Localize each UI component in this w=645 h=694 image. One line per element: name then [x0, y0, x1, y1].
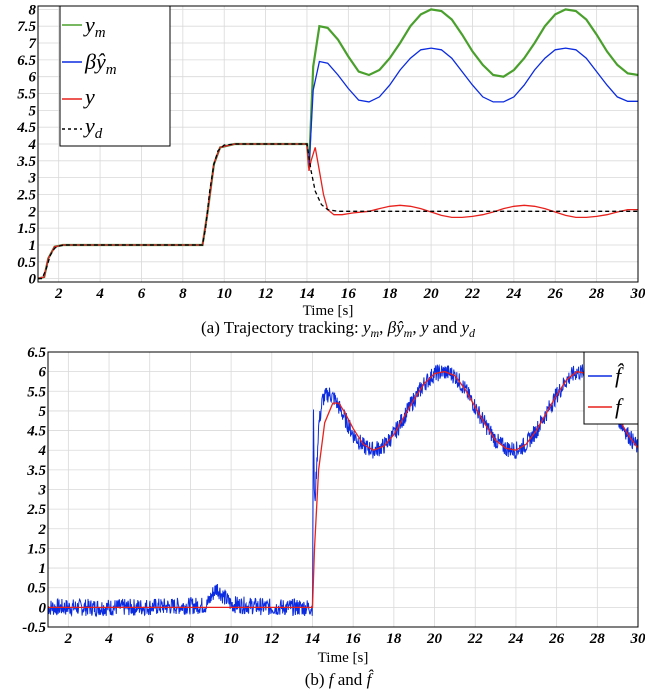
y-tick-label: 2.5: [16, 187, 36, 203]
chart-b: 2 4 6 8 10 12 14 16 18 20 22 24 26 28 30-0.500.511.522…: [22, 345, 645, 689]
x-tick-label: 28: [589, 631, 606, 647]
x-tick-label: 6: [138, 286, 146, 302]
y-tick-label: 5: [39, 404, 47, 420]
x-tick-label: 14: [299, 286, 315, 302]
y-tick-label: 1.5: [17, 221, 36, 237]
legend-f-label: f: [615, 394, 624, 419]
y-tick-label: 6: [29, 70, 37, 86]
x-tick-label: 2: [54, 286, 63, 302]
y-tick-label: 8: [29, 2, 37, 18]
y-tick-label: 2: [28, 204, 37, 220]
x-tick-label: 12: [258, 286, 274, 302]
chart-a-caption: (a) Trajectory tracking: ym, βŷm, y and …: [201, 318, 476, 340]
x-tick-label: 28: [588, 286, 605, 302]
x-tick-label: 8: [187, 631, 195, 647]
legend-y-label: y: [83, 84, 95, 109]
chart-a-series: [38, 8, 638, 280]
chart-b-frame: [47, 351, 639, 628]
y-tick-label: 1: [29, 238, 37, 254]
x-tick-label: 22: [464, 286, 481, 302]
x-tick-label: 26: [548, 631, 565, 647]
x-tick-label: 4: [104, 631, 113, 647]
x-tick-label: 16: [341, 286, 357, 302]
y-tick-label: 3.5: [16, 154, 36, 170]
y-tick-label: 2.5: [26, 502, 46, 518]
y-tick-label: 4.5: [26, 424, 46, 440]
y-tick-label: -0.5: [22, 620, 46, 636]
series-line-b-1: [48, 370, 638, 609]
series-line-a-3: [38, 143, 638, 280]
y-tick-label: 4.5: [16, 120, 36, 136]
chart-b-ticks: 2 4 6 8 10 12 14 16 18 20 22 24 26 28 30-0.500.511.522…: [22, 345, 645, 647]
legend-fhat-label: f̂: [615, 363, 625, 388]
y-tick-label: 0.5: [27, 581, 46, 597]
y-tick-label: 5.5: [27, 384, 46, 400]
chart-b-caption: (b) f and f̂: [305, 669, 375, 689]
y-tick-label: 5.5: [17, 87, 36, 103]
x-tick-label: 16: [346, 631, 362, 647]
chart-b-legend: f̂ f: [583, 351, 639, 425]
y-tick-label: 6.5: [17, 53, 36, 69]
y-tick-label: 5: [29, 103, 37, 119]
x-tick-label: 22: [467, 631, 484, 647]
y-tick-label: 1.5: [27, 541, 46, 557]
y-tick-label: 2: [38, 522, 47, 538]
x-tick-label: 6: [146, 631, 154, 647]
y-tick-label: 4: [38, 443, 47, 459]
x-tick-label: 2: [64, 631, 73, 647]
chart-a-xlabel: Time [s]: [303, 303, 354, 319]
y-tick-label: 6.5: [27, 345, 46, 361]
x-tick-label: 4: [95, 286, 104, 302]
y-tick-label: 0: [39, 600, 47, 616]
chart-b-series: [48, 363, 638, 618]
x-tick-label: 18: [382, 286, 398, 302]
y-tick-label: 3: [28, 171, 37, 187]
x-tick-label: 18: [386, 631, 402, 647]
chart-a: 2 4 6 8 10 12 14 16 18 20 22 24 26 28 3000.511.522.533…: [16, 2, 645, 340]
x-tick-label: 8: [179, 286, 187, 302]
y-tick-label: 4: [28, 137, 37, 153]
x-tick-label: 10: [217, 286, 233, 302]
chart-a-legend: ym βŷm y yd: [59, 5, 171, 147]
x-tick-label: 20: [423, 286, 440, 302]
y-tick-label: 0.5: [17, 255, 36, 271]
y-tick-label: 1: [39, 561, 47, 577]
y-tick-label: 0: [29, 272, 37, 288]
y-tick-label: 7.5: [17, 19, 36, 35]
x-tick-label: 30: [630, 631, 645, 647]
x-tick-label: 14: [305, 631, 321, 647]
series-line-b-0: [48, 363, 638, 618]
x-tick-label: 26: [547, 286, 564, 302]
x-tick-label: 12: [264, 631, 280, 647]
chart-a-ticks: 2 4 6 8 10 12 14 16 18 20 22 24 26 28 3000.511.522.533…: [16, 2, 645, 302]
y-tick-label: 7: [29, 36, 37, 52]
chart-a-frame: [37, 5, 639, 283]
x-tick-label: 24: [505, 286, 522, 302]
chart-b-xlabel: Time [s]: [318, 650, 369, 666]
x-tick-label: 10: [224, 631, 240, 647]
x-tick-label: 20: [426, 631, 443, 647]
y-tick-label: 3.5: [26, 463, 46, 479]
y-tick-label: 6: [39, 365, 47, 381]
x-tick-label: 24: [507, 631, 524, 647]
x-tick-label: 30: [630, 286, 645, 302]
y-tick-label: 3: [38, 483, 47, 499]
